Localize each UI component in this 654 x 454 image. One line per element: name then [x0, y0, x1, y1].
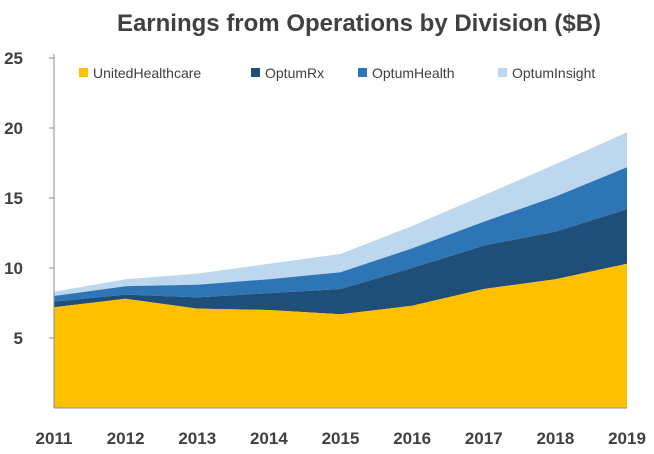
axes-group: 5 10 15 20 25 2011 2012 2013 2014 2015 2016 2017 201…: [4, 49, 646, 448]
legend-swatch-unitedhealthcare: [79, 68, 88, 77]
legend-label-optumhealth: OptumHealth: [372, 65, 454, 81]
y-tick-label: 5: [14, 329, 23, 348]
y-tick-label: 15: [4, 189, 23, 208]
area-optuminsight: [54, 132, 627, 296]
x-tick-label: 2018: [536, 429, 574, 448]
legend: UnitedHealthcare OptumRx OptumHealth OptumI…: [79, 65, 595, 81]
legend-label-optumrx: OptumRx: [265, 65, 324, 81]
x-tick-label: 2015: [322, 429, 360, 448]
area-optumhealth: [54, 167, 627, 302]
y-tick-label: 10: [4, 259, 23, 278]
area-optumrx: [54, 209, 627, 315]
x-tick-label: 2014: [250, 429, 288, 448]
x-tick-label: 2017: [465, 429, 503, 448]
chart-title: Earnings from Operations by Division ($B…: [117, 10, 601, 37]
x-tick-label: 2016: [393, 429, 431, 448]
area-unitedhealthcare: [54, 263, 627, 408]
x-tick-label: 2019: [608, 429, 646, 448]
x-tick-label: 2011: [36, 429, 73, 448]
y-tick-label: 25: [4, 49, 23, 68]
area-series-group: [54, 132, 627, 408]
legend-swatch-optuminsight: [498, 68, 507, 77]
legend-swatch-optumrx: [251, 68, 260, 77]
y-tick-label: 20: [4, 119, 23, 138]
x-tick-label: 2012: [107, 429, 145, 448]
legend-label-unitedhealthcare: UnitedHealthcare: [93, 65, 201, 81]
legend-label-optuminsight: OptumInsight: [512, 65, 595, 81]
x-tick-label: 2013: [178, 429, 216, 448]
legend-swatch-optumhealth: [358, 68, 367, 77]
